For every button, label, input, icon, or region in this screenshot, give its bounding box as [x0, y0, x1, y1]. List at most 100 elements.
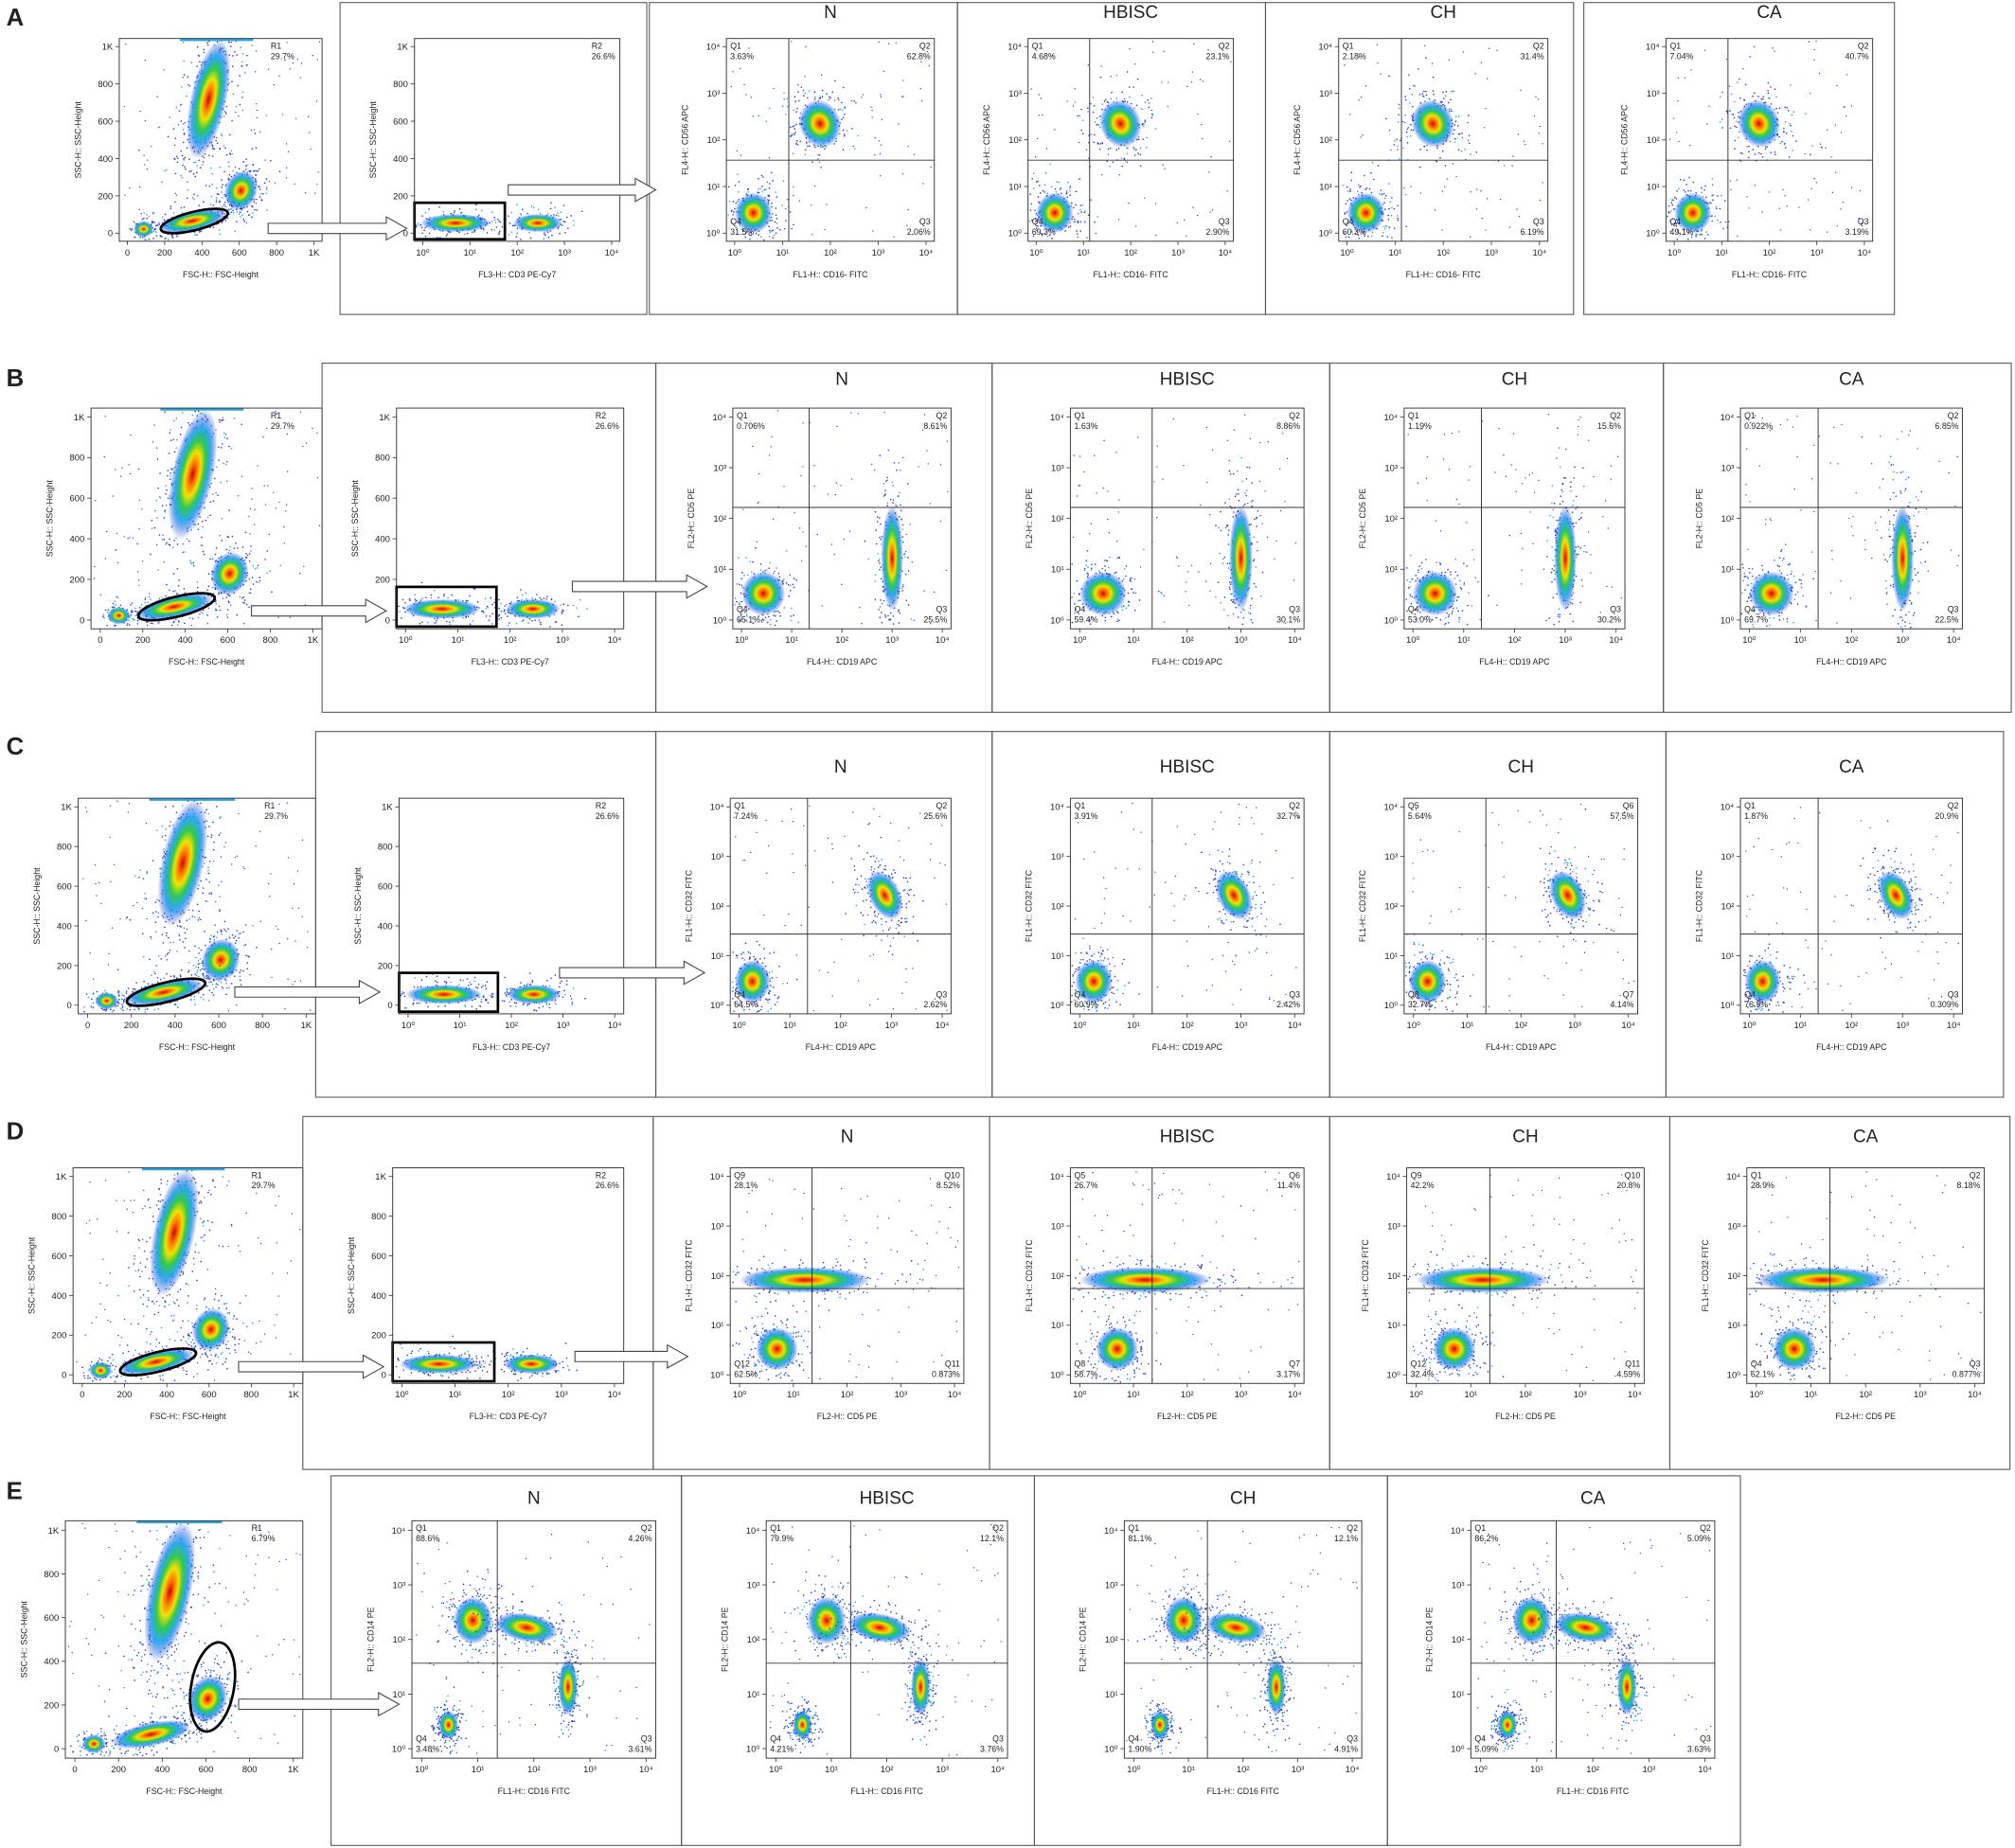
event-dot: [1788, 110, 1790, 112]
event-dot: [544, 235, 546, 237]
event-dot: [157, 569, 158, 570]
event-dot: [255, 71, 256, 72]
event-dot: [768, 225, 770, 227]
event-dot: [184, 622, 186, 624]
event-dot: [573, 220, 575, 222]
event-dot: [1749, 56, 1751, 58]
event-dot: [1406, 136, 1408, 138]
event-dot: [1094, 222, 1096, 223]
event-dot: [1388, 183, 1389, 184]
event-dot: [491, 613, 493, 614]
event-dot: [790, 135, 792, 137]
x-tick-label: 10⁰: [728, 248, 742, 258]
event-dot: [1384, 228, 1386, 230]
event-dot: [258, 170, 259, 172]
event-dot: [219, 606, 220, 607]
event-dot: [1688, 177, 1690, 179]
event-dot: [1768, 82, 1770, 84]
event-dot: [775, 191, 776, 193]
event-dot: [520, 239, 522, 240]
event-dot: [486, 615, 488, 617]
event-dot: [1212, 209, 1213, 210]
event-dot: [251, 217, 253, 219]
event-dot: [154, 527, 156, 529]
event-dot: [1402, 148, 1404, 150]
event-dot: [774, 235, 776, 237]
event-dot: [844, 135, 846, 137]
event-dot: [1078, 213, 1079, 215]
event-dot: [105, 610, 107, 612]
event-dot: [200, 612, 202, 613]
event-dot: [758, 234, 759, 236]
event-dot: [1426, 150, 1428, 151]
event-dot: [1446, 91, 1448, 93]
event-dot: [242, 602, 244, 604]
event-dot: [267, 485, 268, 486]
event-dot: [182, 177, 184, 179]
event-dot: [186, 96, 187, 98]
event-dot: [1737, 180, 1738, 181]
event-dot: [865, 207, 866, 208]
event-dot: [791, 228, 793, 230]
y-tick-label: 400: [393, 154, 408, 165]
event-dot: [1739, 79, 1740, 80]
event-dot: [1754, 46, 1755, 47]
event-dot: [499, 230, 501, 232]
event-dot: [232, 209, 234, 211]
event-dot: [1073, 207, 1075, 209]
event-dot: [211, 147, 213, 149]
event-dot: [1721, 118, 1722, 119]
event-dot: [1138, 139, 1140, 141]
event-dot: [1458, 149, 1460, 151]
event-dot: [1139, 154, 1141, 156]
event-dot: [1079, 204, 1081, 206]
event-dot: [165, 595, 167, 597]
event-dot: [901, 97, 902, 98]
event-dot: [217, 494, 219, 496]
event-dot: [731, 86, 732, 87]
event-dot: [193, 173, 195, 175]
event-dot: [172, 591, 174, 593]
event-dot: [1407, 128, 1409, 130]
event-dot: [202, 544, 203, 545]
event-dot: [193, 199, 195, 201]
event-dot: [250, 545, 252, 547]
event-dot: [1087, 107, 1089, 109]
event-dot: [253, 583, 255, 585]
panel-frame: [650, 3, 957, 314]
event-dot: [1394, 227, 1396, 229]
x-tick-label: 10⁰: [399, 635, 413, 646]
event-dot: [776, 222, 778, 224]
event-dot: [769, 187, 771, 189]
event-dot: [152, 527, 153, 529]
event-dot: [129, 187, 130, 188]
event-dot: [523, 619, 525, 621]
event-dot: [1346, 200, 1348, 202]
event-dot: [784, 228, 785, 229]
event-dot: [905, 551, 906, 552]
event-dot: [401, 617, 402, 619]
event-dot: [530, 238, 532, 240]
event-dot: [468, 600, 470, 602]
quadrant-percent: 2.06%: [907, 227, 931, 237]
event-dot: [242, 596, 244, 598]
event-dot: [1410, 186, 1411, 187]
event-dot: [814, 186, 815, 187]
event-dot: [1046, 193, 1047, 194]
event-dot: [178, 124, 179, 125]
event-dot: [498, 608, 500, 610]
event-dot: [1805, 113, 1807, 115]
event-dot: [286, 143, 287, 144]
x-tick-label: 200: [135, 635, 151, 646]
x-axis-label: FL1-H:: CD16- FITC: [1406, 270, 1482, 279]
event-dot: [1724, 200, 1726, 202]
event-dot: [1737, 236, 1738, 237]
event-dot: [819, 162, 821, 164]
event-dot: [200, 167, 202, 169]
event-dot: [1192, 207, 1193, 208]
event-dot: [1059, 182, 1061, 184]
event-dot: [261, 200, 263, 202]
y-axis-label: SSC-H:: SSC-Height: [45, 480, 54, 558]
event-dot: [226, 536, 228, 538]
